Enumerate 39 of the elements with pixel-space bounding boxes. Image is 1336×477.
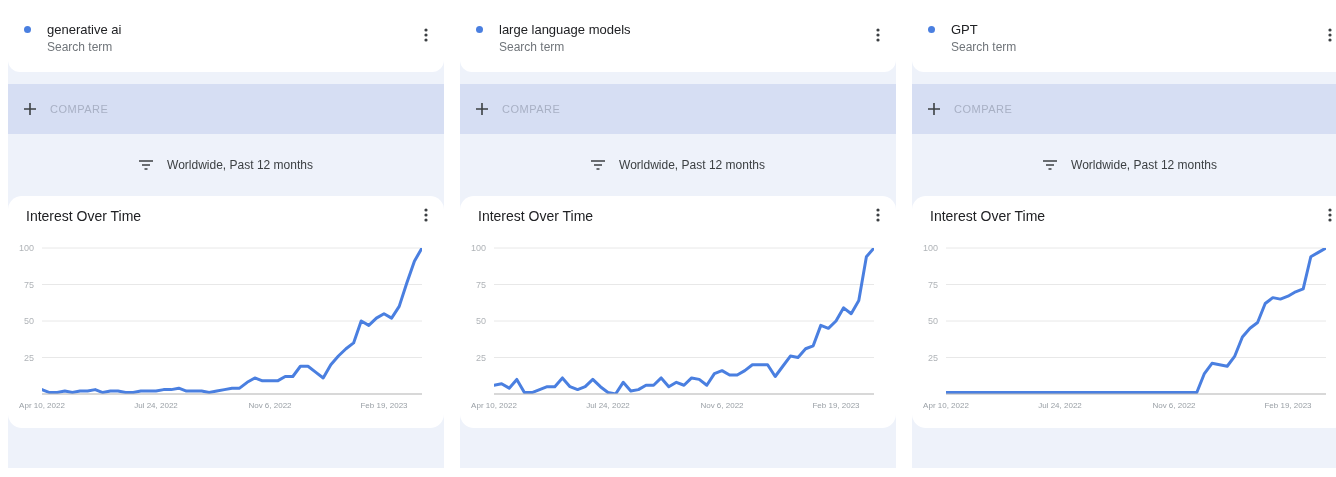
legend-label: large language models — [499, 22, 631, 37]
x-tick-label: Nov 6, 2022 — [248, 400, 293, 410]
x-tick-label: Nov 6, 2022 — [1152, 400, 1197, 410]
x-tick-label: Jul 24, 2022 — [1038, 400, 1083, 410]
legend-label: generative ai — [47, 22, 122, 37]
x-tick-label: Apr 10, 2022 — [923, 400, 970, 410]
text: Search term — [47, 40, 114, 54]
text: Search term — [951, 40, 1017, 54]
x-tick-label: Jul 24, 2022 — [134, 400, 179, 410]
text: Worldwide, Past 12 months — [1071, 158, 1217, 172]
x-tick-label: Nov 6, 2022 — [700, 400, 745, 410]
y-tick-label: 25 — [23, 352, 34, 363]
y-tick-label: 75 — [23, 279, 34, 290]
y-tick-label: 75 — [475, 279, 486, 290]
x-tick-label: Feb 19, 2023 — [360, 400, 409, 410]
x-tick-label: Apr 10, 2022 — [471, 400, 518, 410]
y-tick-label: 50 — [475, 316, 486, 327]
line-series — [946, 248, 1326, 394]
y-tick-label: 75 — [927, 279, 938, 290]
y-tick-label: 25 — [927, 352, 938, 363]
x-tick-label: Feb 19, 2023 — [812, 400, 861, 410]
chart-title: Interest Over Time — [930, 208, 1046, 224]
legend-label: GPT — [951, 22, 979, 37]
text: Search term — [499, 40, 566, 54]
y-tick-label: 100 — [18, 243, 34, 254]
chart-title: Interest Over Time — [478, 208, 594, 224]
y-tick-label: 50 — [927, 316, 938, 327]
y-tick-label: 100 — [922, 243, 938, 254]
x-tick-label: Apr 10, 2022 — [19, 400, 66, 410]
text: Worldwide, Past 12 months — [619, 158, 765, 172]
text: Worldwide, Past 12 months — [167, 158, 313, 172]
line-series — [42, 248, 422, 394]
y-tick-label: 50 — [23, 316, 34, 327]
line-series — [494, 248, 874, 394]
x-tick-label: Feb 19, 2023 — [1264, 400, 1313, 410]
y-tick-label: 100 — [470, 243, 486, 254]
x-tick-label: Jul 24, 2022 — [586, 400, 631, 410]
chart-title: Interest Over Time — [26, 208, 142, 224]
y-tick-label: 25 — [475, 352, 486, 363]
